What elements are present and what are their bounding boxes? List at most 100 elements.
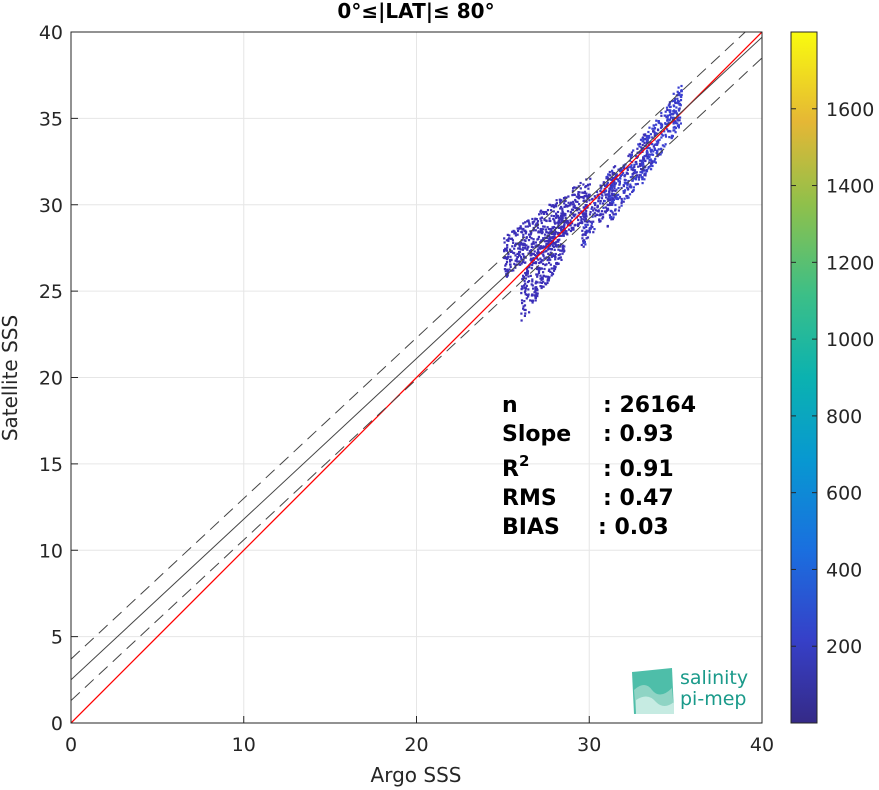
- density-cell: [536, 220, 540, 223]
- density-cell: [579, 181, 582, 185]
- density-cell: [677, 126, 680, 129]
- density-cell: [569, 219, 572, 222]
- density-cell: [550, 255, 554, 258]
- density-cell: [524, 229, 527, 232]
- density-cell: [646, 146, 649, 149]
- density-cell: [618, 206, 621, 209]
- density-cell: [582, 239, 585, 243]
- density-cell: [566, 221, 569, 224]
- density-cell: [674, 122, 677, 125]
- density-cell: [594, 203, 597, 207]
- density-cell: [676, 122, 679, 125]
- density-cell: [539, 267, 542, 270]
- density-cell: [649, 158, 652, 161]
- density-cell: [554, 244, 557, 247]
- density-cell: [570, 201, 573, 204]
- density-cell: [674, 120, 677, 123]
- density-cell: [676, 117, 679, 120]
- density-cell: [510, 237, 514, 240]
- colorbar-ticks: 200 400 600 800 1000 1200 1400 1600: [791, 99, 874, 658]
- density-cell: [540, 281, 544, 284]
- density-cell: [585, 200, 588, 203]
- density-cell: [645, 136, 648, 139]
- density-cell: [608, 203, 611, 207]
- density-cell: [646, 151, 649, 154]
- density-cell: [505, 248, 508, 251]
- density-cell: [655, 119, 658, 122]
- density-cell: [530, 283, 533, 286]
- density-cell: [550, 229, 553, 232]
- density-cell: [526, 280, 530, 284]
- density-cell: [612, 213, 615, 216]
- density-cell: [564, 219, 568, 222]
- density-cell: [617, 187, 620, 190]
- density-cell: [664, 143, 667, 146]
- density-cell: [586, 223, 589, 226]
- density-cell: [661, 123, 664, 126]
- density-cell: [586, 230, 589, 233]
- density-cell: [661, 134, 665, 137]
- stat-n-label: n: [502, 393, 518, 418]
- density-cell: [539, 257, 542, 260]
- density-cell: [534, 254, 537, 257]
- density-cell: [610, 198, 613, 201]
- density-cell: [630, 154, 633, 157]
- density-cell: [519, 243, 522, 246]
- density-cell: [521, 287, 524, 290]
- density-cell: [532, 257, 535, 260]
- density-cell: [540, 286, 543, 290]
- density-cell: [674, 101, 677, 105]
- density-cell: [607, 197, 610, 200]
- density-cell: [540, 278, 543, 282]
- density-cell: [673, 109, 676, 112]
- density-cell: [636, 182, 639, 186]
- density-cell: [678, 93, 681, 96]
- density-cell: [556, 232, 559, 235]
- density-cell: [528, 224, 531, 227]
- density-cell: [599, 220, 602, 223]
- density-cell: [653, 148, 656, 151]
- density-cell: [676, 90, 679, 93]
- density-cell: [597, 197, 600, 200]
- density-cell: [557, 254, 560, 257]
- density-cell: [642, 168, 645, 171]
- density-cell: [669, 105, 672, 108]
- density-cell: [527, 266, 530, 269]
- density-cell: [538, 261, 541, 265]
- density-cell: [642, 157, 645, 160]
- density-cell: [596, 205, 599, 208]
- density-cell: [518, 245, 521, 248]
- density-cell: [548, 256, 551, 259]
- density-cell: [509, 265, 512, 268]
- density-cell: [576, 200, 579, 203]
- density-cell: [507, 237, 511, 240]
- density-cell: [566, 210, 570, 213]
- density-cell: [514, 234, 517, 237]
- density-cell: [547, 258, 551, 261]
- density-cell: [525, 284, 528, 287]
- density-cell: [560, 258, 563, 261]
- density-cell: [558, 216, 561, 219]
- density-cell: [677, 86, 680, 89]
- density-cell: [524, 282, 527, 285]
- density-cell: [536, 275, 539, 278]
- logo-line1: salinity: [680, 667, 748, 689]
- density-cell: [583, 241, 586, 244]
- density-cell: [680, 90, 683, 93]
- density-cells: [502, 84, 683, 322]
- density-cell: [553, 219, 556, 222]
- density-cell: [671, 117, 675, 121]
- density-cell: [679, 122, 682, 125]
- density-cell: [574, 213, 577, 216]
- density-cell: [572, 213, 575, 216]
- density-cell: [531, 221, 534, 224]
- density-cell: [522, 258, 525, 261]
- regression-line: [71, 36, 762, 681]
- density-cell: [651, 160, 654, 163]
- density-cell: [618, 183, 621, 186]
- density-cell: [554, 258, 557, 261]
- density-cell: [611, 197, 614, 200]
- density-cell: [625, 194, 628, 198]
- density-cell: [643, 147, 646, 150]
- density-cell: [639, 174, 642, 177]
